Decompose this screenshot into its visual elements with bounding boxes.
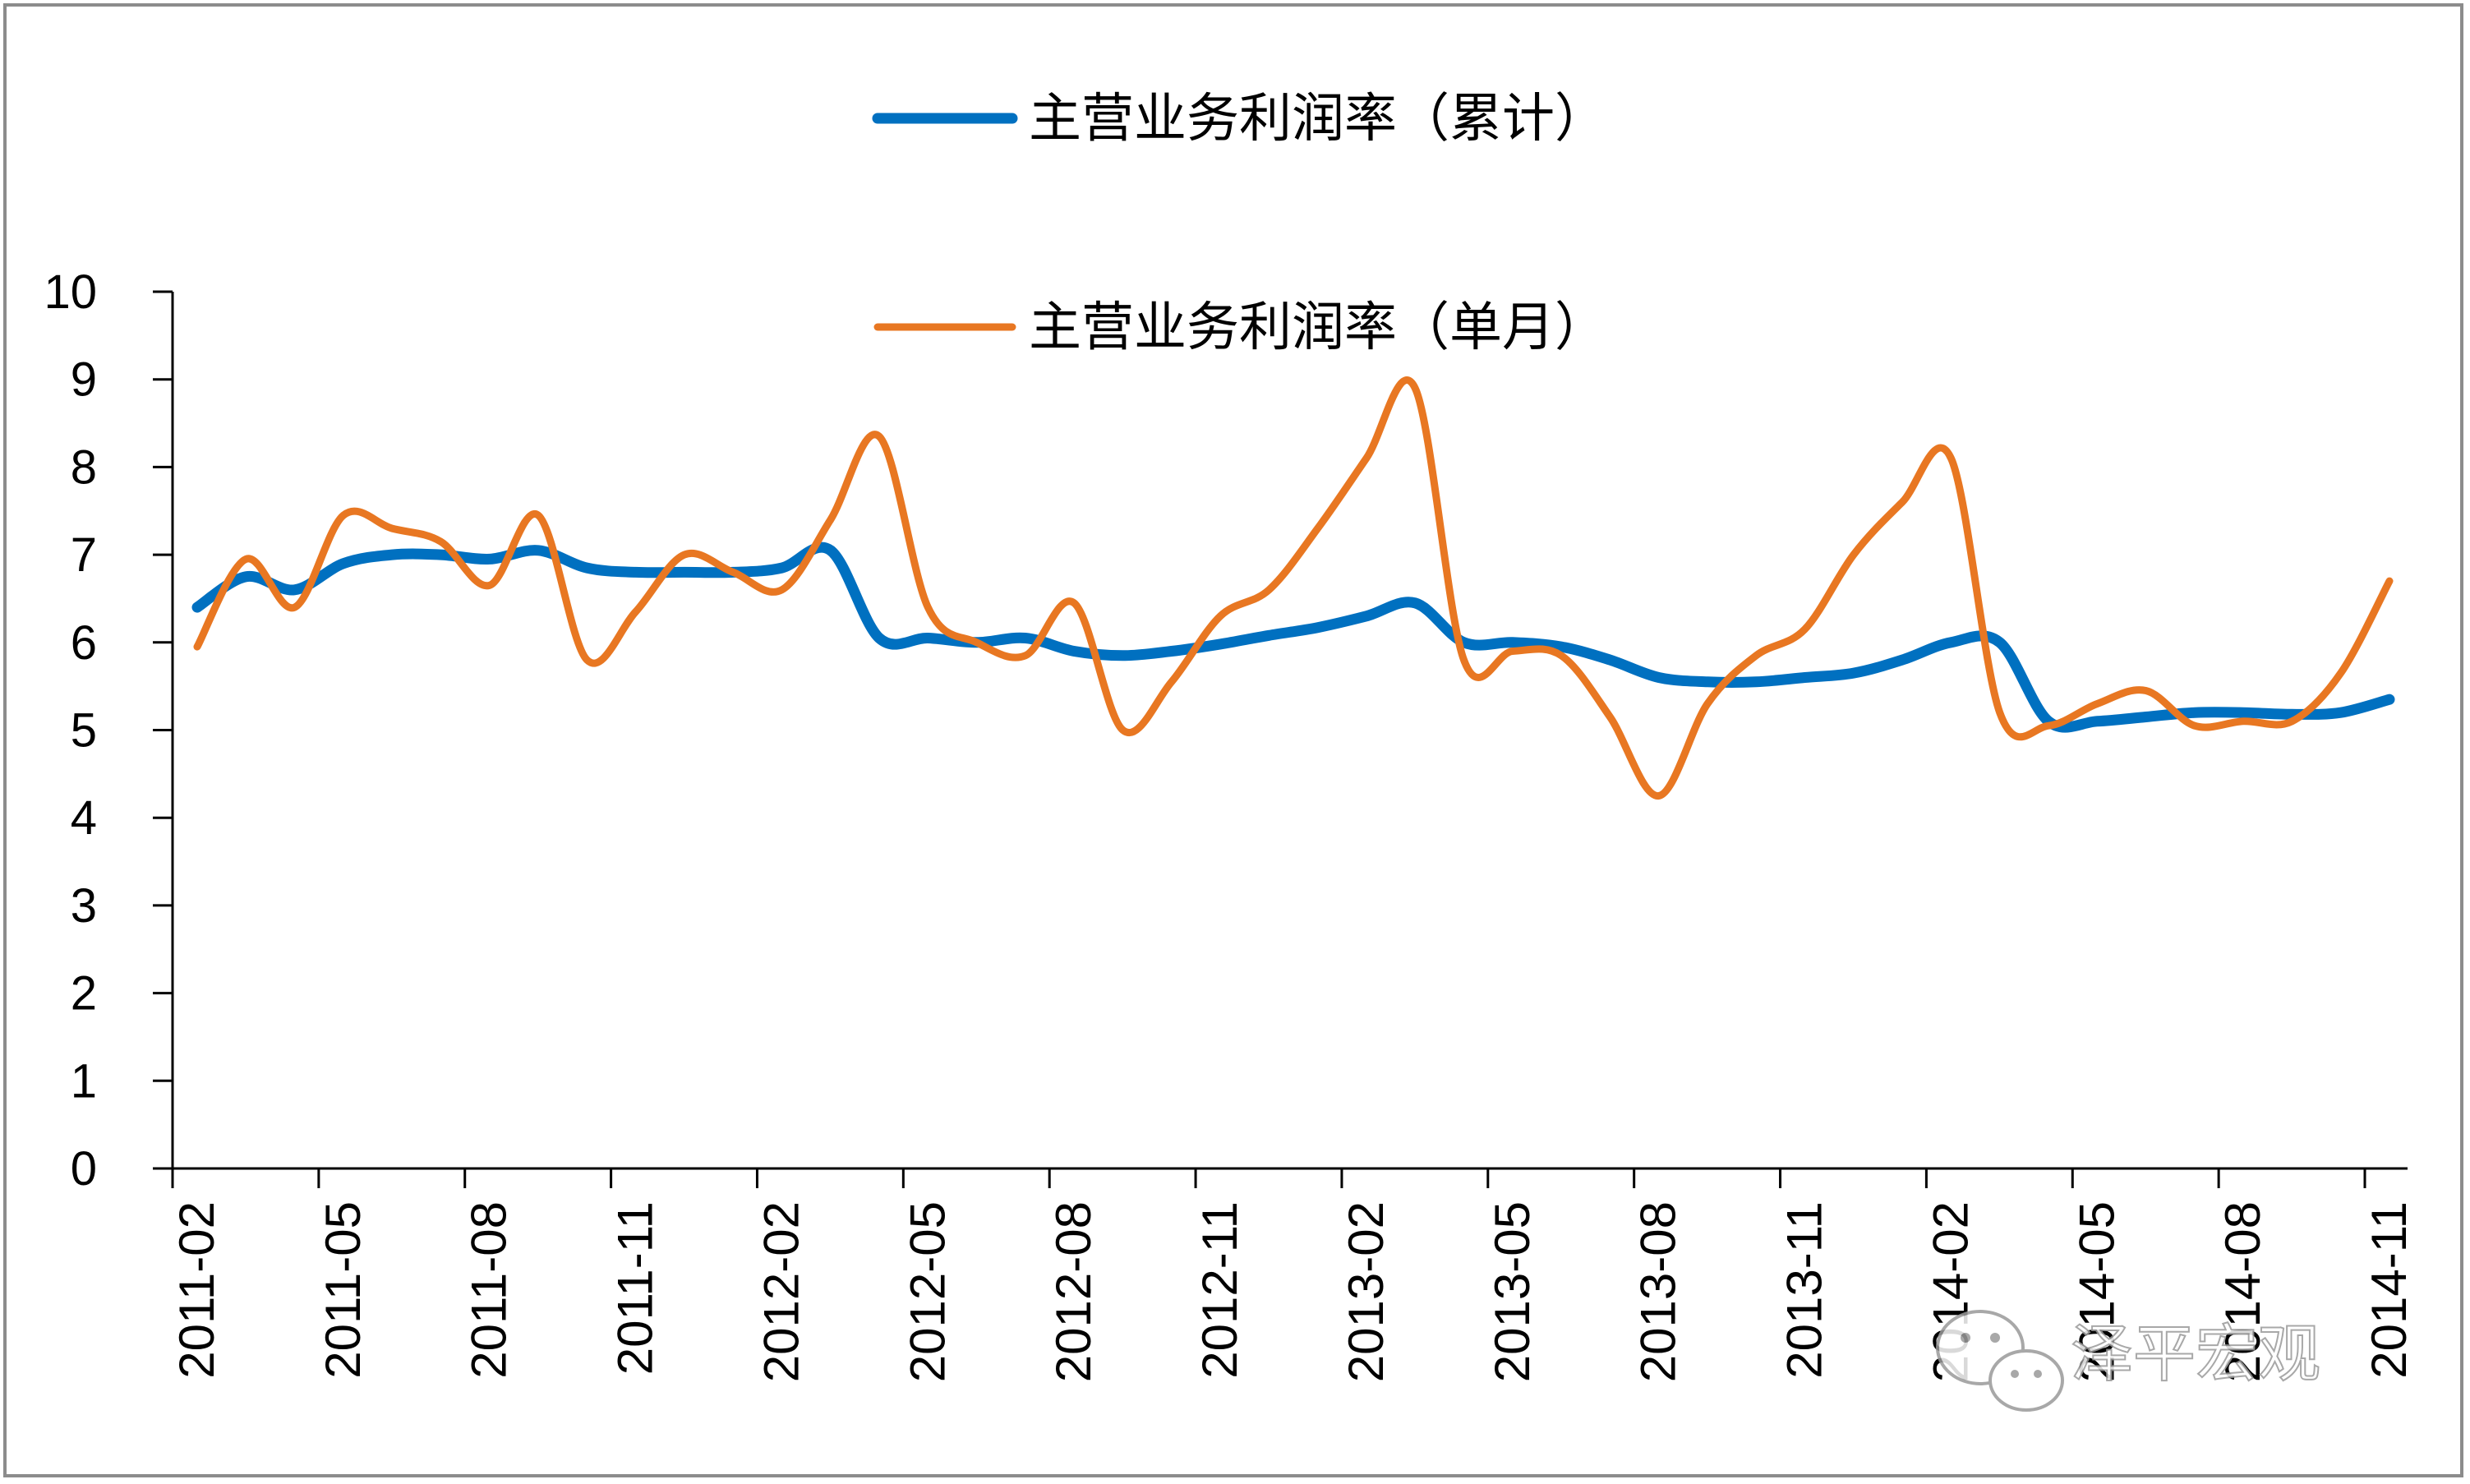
- x-tick-label: 2014-11: [2362, 1201, 2417, 1379]
- y-tick-label: 5: [71, 704, 97, 758]
- x-tick-label: 2012-05: [900, 1201, 955, 1382]
- x-tick-label: 2011-05: [316, 1201, 371, 1379]
- y-tick-label: 1: [71, 1054, 97, 1108]
- y-tick-label: 6: [71, 616, 97, 670]
- legend-label-cumulative: 主营业务利润率（累计）: [1029, 89, 1607, 150]
- x-tick-label: 2013-02: [1339, 1201, 1394, 1382]
- x-tick-label: 2012-02: [753, 1201, 809, 1382]
- x-tick-label: 2012-11: [1192, 1201, 1247, 1379]
- y-tick-label: 10: [44, 265, 97, 319]
- y-tick-label: 2: [71, 967, 97, 1021]
- x-tick-label: 2011-08: [462, 1201, 517, 1379]
- chart-frame: [3, 3, 2463, 1477]
- x-tick-label: 2011-02: [169, 1201, 224, 1379]
- x-axis: 2011-02 2011-05 2011-08 2011-11 2012-02 2012-…: [169, 1167, 2417, 1382]
- x-tick-label: 2013-11: [1777, 1201, 1832, 1379]
- y-tick-label: 3: [71, 879, 97, 933]
- y-tick-label: 0: [71, 1142, 97, 1196]
- y-tick-label: 4: [71, 791, 97, 845]
- legend-entry-monthly: 主营业务利润率（单月）: [873, 297, 1607, 358]
- y-tick-label: 9: [71, 353, 97, 407]
- y-tick-label: 7: [71, 528, 97, 582]
- watermark-text: 泽平宏观: [2071, 1317, 2320, 1390]
- watermark: 泽平宏观: [1936, 1310, 2321, 1412]
- legend-entry-cumulative: 主营业务利润率（累计）: [872, 89, 1607, 150]
- legend-label-monthly: 主营业务利润率（单月）: [1029, 297, 1607, 358]
- series-line-cumulative: [191, 542, 2395, 733]
- x-tick-label: 2011-11: [608, 1201, 663, 1375]
- y-axis: 0 1 2 3 4 5 6 7 8 9 10: [44, 265, 174, 1196]
- y-tick-label: 8: [71, 440, 97, 494]
- x-tick-label: 2013-08: [1631, 1201, 1686, 1382]
- x-tick-label: 2014-08: [2215, 1201, 2270, 1382]
- x-tick-label: 2012-08: [1046, 1201, 1101, 1382]
- legend: 主营业务利润率（累计） 主营业务利润率（单月）: [872, 89, 1607, 358]
- x-tick-label: 2014-05: [2069, 1201, 2124, 1382]
- wechat-icon: [1936, 1310, 2064, 1412]
- series-line-monthly: [193, 376, 2394, 800]
- x-tick-label: 2013-05: [1485, 1201, 1540, 1382]
- series-lines: [191, 376, 2395, 800]
